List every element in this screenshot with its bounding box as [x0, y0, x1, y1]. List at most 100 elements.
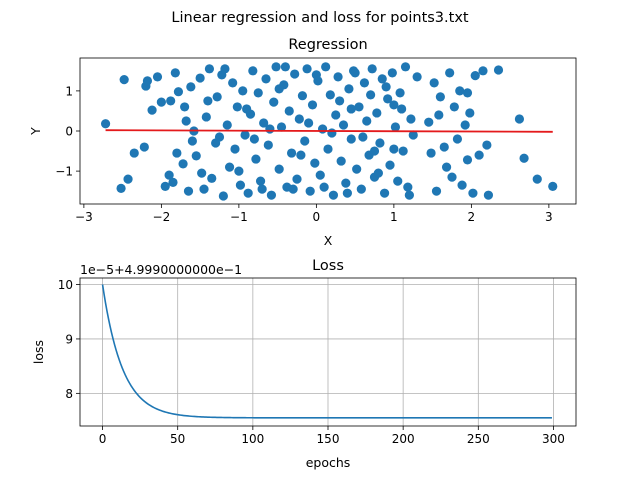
scatter-point [222, 120, 232, 130]
scatter-point [187, 136, 197, 146]
scatter-point [168, 177, 178, 187]
scatter-point [199, 184, 209, 194]
scatter-point [292, 174, 302, 184]
scatter-point [369, 146, 380, 156]
scatter-point [180, 102, 190, 112]
scatter-point [183, 186, 194, 196]
scatter-point [296, 150, 306, 160]
scatter-point [356, 184, 366, 194]
figure-suptitle: Linear regression and loss for points3.t… [171, 10, 469, 26]
loss-title: Loss [312, 258, 344, 274]
y-tick-label: 10 [58, 278, 73, 292]
scatter-point [408, 130, 418, 140]
scatter-point [317, 124, 328, 134]
scatter-point [412, 72, 422, 82]
scatter-point [263, 140, 273, 150]
scatter-point [470, 71, 480, 81]
scatter-point [331, 110, 341, 120]
scatter-point [548, 181, 558, 191]
scatter-point [166, 96, 176, 106]
scatter-point [383, 94, 393, 104]
scatter-point [341, 178, 351, 188]
scatter-point [400, 62, 411, 72]
scatter-point [249, 134, 259, 144]
scatter-point [203, 96, 213, 106]
scatter-point [449, 102, 459, 112]
x-tick-label: 1 [390, 210, 398, 224]
scatter-point [269, 97, 279, 107]
scatter-point [390, 122, 401, 132]
regression-ticks: −3 −2 −1 0 1 2 3 −1 0 1 [55, 84, 552, 224]
scatter-point [259, 118, 269, 128]
x-tick-label: −2 [153, 210, 171, 224]
scatter-point [251, 154, 261, 164]
scatter-point [286, 148, 297, 158]
scatter-point [261, 74, 271, 84]
scatter-point [397, 104, 407, 114]
scatter-point [367, 64, 377, 74]
scatter-point [346, 134, 356, 144]
scatter-point [474, 150, 484, 160]
scatter-point [274, 84, 284, 94]
scatter-point [445, 68, 455, 78]
scatter-point [242, 104, 252, 114]
scatter-point [266, 190, 277, 200]
scatter-point [468, 188, 478, 198]
scatter-point [156, 97, 166, 107]
x-tick-label: 250 [467, 432, 490, 446]
scatter-point [483, 190, 494, 200]
scatter-point [358, 132, 368, 142]
scatter-point [344, 84, 354, 94]
x-tick-label: −1 [230, 210, 248, 224]
scatter-point [302, 64, 312, 74]
scatter-point [424, 117, 434, 127]
scatter-point [366, 90, 376, 100]
scatter-point [271, 62, 281, 72]
scatter-point [404, 190, 414, 200]
scatter-point [385, 160, 395, 170]
scatter-point [290, 69, 300, 79]
scatter-point [152, 72, 163, 82]
scatter-point [323, 144, 333, 154]
scatter-point [379, 188, 390, 198]
scatter-point [197, 168, 207, 178]
scatter-point [294, 114, 304, 124]
x-tick-label: −3 [75, 210, 93, 224]
loss-axes: Loss 1e−5+4.9990000000e−1 0 50 100 150 200 25… [31, 258, 577, 470]
scatter-point [129, 148, 139, 158]
scatter-point [387, 68, 397, 78]
loss-ticks: 0 50 100 150 200 250 300 8 9 10 [58, 278, 565, 446]
scatter-point [238, 86, 248, 96]
y-tick-label: 1 [65, 84, 73, 98]
scatter-point [170, 68, 180, 78]
scatter-point [321, 62, 331, 72]
scatter-point [234, 166, 244, 176]
scatter-point [335, 96, 345, 106]
scatter-point [181, 116, 191, 126]
scatter-point [164, 170, 174, 180]
scatter-point [482, 140, 492, 150]
scatter-point [403, 182, 413, 192]
scatter-point [297, 91, 308, 101]
x-tick-label: 50 [170, 432, 185, 446]
regression-xlabel: X [324, 233, 333, 248]
scatter-point [142, 76, 153, 86]
scatter-point [305, 186, 315, 196]
scatter-point [172, 148, 182, 158]
scatter-point [119, 75, 129, 85]
scatter-point [373, 168, 383, 178]
regression-axes: Regression −3 −2 −1 0 1 2 3 −1 0 1 X Y [28, 37, 577, 248]
scatter-point [493, 65, 504, 75]
scatter-point [228, 78, 238, 88]
scatter-point [389, 144, 399, 154]
scatter-point [195, 73, 205, 83]
y-tick-label: 8 [65, 387, 73, 401]
scatter-point [406, 114, 416, 124]
scatter-point [253, 88, 263, 98]
scatter-point [204, 64, 215, 74]
scatter-point [311, 70, 321, 80]
scatter-point [342, 188, 352, 198]
scatter-point [362, 116, 372, 126]
x-tick-label: 200 [392, 432, 415, 446]
